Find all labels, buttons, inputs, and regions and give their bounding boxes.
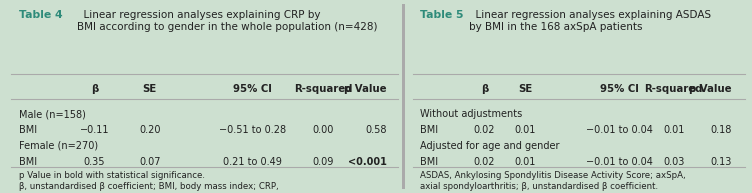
Text: Without adjustments: Without adjustments	[420, 109, 522, 119]
Text: 95% CI: 95% CI	[233, 84, 271, 94]
Text: 0.13: 0.13	[710, 157, 732, 167]
Text: −0.01 to 0.04: −0.01 to 0.04	[587, 157, 653, 167]
Text: 0.01: 0.01	[514, 157, 535, 167]
Text: p Value: p Value	[689, 84, 732, 94]
Text: 0.02: 0.02	[474, 157, 495, 167]
Text: 0.07: 0.07	[139, 157, 160, 167]
Text: 0.18: 0.18	[710, 125, 732, 135]
Text: SE: SE	[143, 84, 156, 94]
Text: 0.21 to 0.49: 0.21 to 0.49	[223, 157, 282, 167]
Text: Female (n=270): Female (n=270)	[20, 141, 99, 151]
Text: p Value in bold with statistical significance.
β, unstandardised β coefficient; : p Value in bold with statistical signifi…	[20, 171, 279, 193]
Text: −0.01 to 0.04: −0.01 to 0.04	[587, 125, 653, 135]
Text: −0.51 to 0.28: −0.51 to 0.28	[219, 125, 286, 135]
Text: Male (n=158): Male (n=158)	[20, 109, 86, 119]
Text: 0.20: 0.20	[139, 125, 160, 135]
Text: SE: SE	[518, 84, 532, 94]
Text: R-squared: R-squared	[644, 84, 703, 94]
Text: Linear regression analyses explaining CRP by
BMI according to gender in the whol: Linear regression analyses explaining CR…	[77, 10, 377, 32]
Text: BMI: BMI	[20, 125, 38, 135]
Text: <0.001: <0.001	[347, 157, 387, 167]
Text: BMI: BMI	[20, 157, 38, 167]
Text: Table 4: Table 4	[20, 10, 63, 20]
Text: −0.11: −0.11	[80, 125, 109, 135]
Text: 95% CI: 95% CI	[600, 84, 639, 94]
Text: Linear regression analyses explaining ASDAS
by BMI in the 168 axSpA patients: Linear regression analyses explaining AS…	[469, 10, 711, 32]
Text: β: β	[91, 84, 98, 94]
Text: 0.01: 0.01	[514, 125, 535, 135]
Text: BMI: BMI	[420, 125, 438, 135]
Text: 0.09: 0.09	[313, 157, 334, 167]
Text: 0.35: 0.35	[83, 157, 105, 167]
Text: 0.58: 0.58	[365, 125, 387, 135]
Text: 0.02: 0.02	[474, 125, 495, 135]
Text: ASDAS, Ankylosing Spondylitis Disease Activity Score; axSpA,
axial spondyloarthr: ASDAS, Ankylosing Spondylitis Disease Ac…	[420, 171, 686, 191]
Text: β: β	[481, 84, 488, 94]
Text: R-squared: R-squared	[294, 84, 353, 94]
Text: 0.03: 0.03	[663, 157, 684, 167]
Text: p Value: p Value	[344, 84, 387, 94]
Text: Adjusted for age and gender: Adjusted for age and gender	[420, 141, 559, 151]
Text: 0.01: 0.01	[663, 125, 684, 135]
Text: 0.00: 0.00	[313, 125, 334, 135]
Text: BMI: BMI	[420, 157, 438, 167]
Text: Table 5: Table 5	[420, 10, 463, 20]
